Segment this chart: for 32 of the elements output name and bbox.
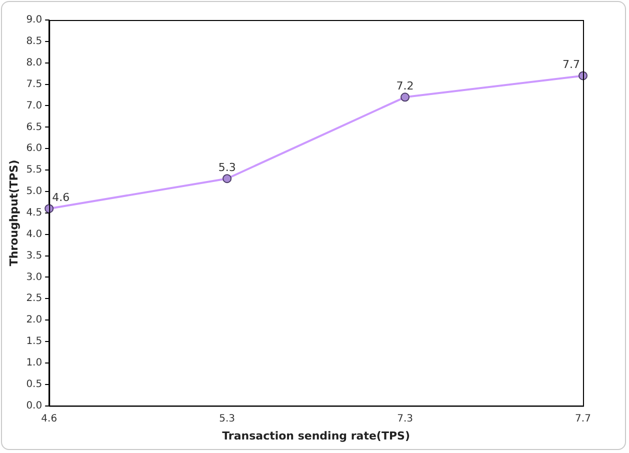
y-tick-label: 7.5 [26,78,42,90]
x-axis-title: Transaction sending rate(TPS) [222,429,410,442]
y-tick-label: 6.5 [26,122,42,133]
y-tick-label: 4.0 [26,228,42,240]
y-tick-label: 2.5 [26,293,42,304]
y-tick-label: 1.5 [26,336,42,348]
y-tick-label: 9.0 [26,14,42,26]
y-axis-title: Throughput(TPS) [7,160,20,266]
y-tick-label: 5.5 [26,164,42,176]
y-tick-label: 8.0 [26,57,42,68]
data-label: 7.2 [396,80,414,93]
y-tick-label: 3.0 [26,272,42,283]
data-label: 7.7 [562,58,580,72]
point [400,92,410,102]
point [44,204,54,214]
y-tick-label: 7.0 [26,100,42,112]
x-tick-label: 4.6 [41,413,58,424]
y-tick-label: 0.0 [26,400,42,412]
x-tick-label: 7.7 [575,413,591,424]
y-tick-label: 5.0 [26,186,42,198]
y-tick-label: 6.0 [26,143,42,154]
data-label: 4.6 [52,190,70,204]
y-tick-label: 3.5 [26,250,42,262]
y-tick-label: 2.0 [26,314,42,326]
data-label: 5.3 [218,160,236,174]
y-tick-label: 0.5 [26,378,42,390]
y-tick-label: 1.0 [26,358,42,369]
y-tick-label: 4.5 [26,207,42,218]
point [222,174,232,184]
y-tick-label: 8.5 [26,36,42,48]
x-tick-label: 5.3 [219,413,236,424]
x-tick-label: 7.3 [397,413,413,424]
